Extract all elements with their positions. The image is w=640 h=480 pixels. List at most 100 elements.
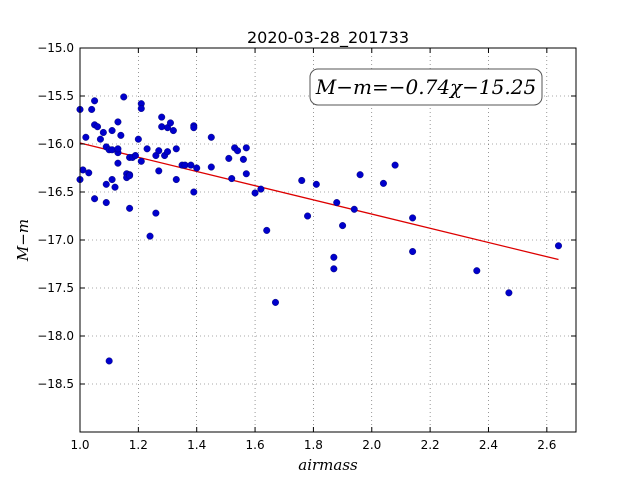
data-point: [207, 133, 215, 141]
data-point: [155, 167, 163, 175]
data-point: [166, 119, 174, 127]
data-point: [193, 164, 201, 172]
data-point: [350, 205, 358, 213]
y-tick-label: −17.0: [37, 233, 74, 247]
data-point: [228, 175, 236, 183]
data-point: [126, 204, 134, 212]
x-tick-label: 1.2: [129, 438, 148, 452]
data-point: [91, 97, 99, 105]
data-point: [169, 127, 177, 135]
data-point: [333, 199, 341, 207]
data-point: [108, 146, 116, 154]
data-point: [114, 145, 122, 153]
data-point: [108, 127, 116, 135]
data-point: [172, 176, 180, 184]
x-tick-label: 2.6: [537, 438, 556, 452]
data-point: [187, 161, 195, 169]
data-point: [271, 298, 279, 306]
data-point: [91, 195, 99, 203]
data-point: [111, 183, 119, 191]
data-point: [391, 161, 399, 169]
data-point: [134, 135, 142, 143]
x-tick-label: 1.6: [246, 438, 265, 452]
data-point: [137, 104, 145, 112]
data-point: [312, 180, 320, 188]
data-point: [82, 133, 90, 141]
data-point: [190, 124, 198, 132]
data-point: [155, 147, 163, 155]
y-tick-label: −15.5: [37, 89, 74, 103]
fit-line: [79, 142, 559, 261]
data-point: [146, 232, 154, 240]
data-point: [242, 144, 250, 152]
data-point: [207, 163, 215, 171]
data-point: [164, 148, 172, 156]
x-tick-label: 1.8: [304, 438, 323, 452]
fit-line-group: [79, 142, 559, 261]
data-point: [131, 152, 139, 160]
fit-equation: M−m=−0.74χ−15.25: [315, 75, 536, 99]
y-axis-label: M−m: [14, 219, 32, 262]
data-point: [117, 131, 125, 139]
data-point: [339, 222, 347, 230]
data-point: [152, 209, 160, 217]
data-point: [190, 188, 198, 196]
data-point: [94, 123, 102, 131]
data-point: [79, 166, 87, 174]
annotation-frame: [309, 68, 543, 106]
data-point: [251, 189, 259, 197]
x-tick-label: 2.0: [362, 438, 381, 452]
data-point: [102, 180, 110, 188]
data-point: [158, 123, 166, 131]
data-point: [356, 171, 364, 179]
data-point: [379, 179, 387, 187]
axis-ticks: 1.0 1.2 1.4 1.6 1.8 2.0 2.2 2.4 2.6 −15.0 −15.5 −16…: [37, 41, 576, 452]
x-tick-label: 2.4: [479, 438, 498, 452]
data-point: [120, 93, 128, 101]
data-point: [225, 154, 233, 162]
data-point: [263, 226, 271, 234]
data-point: [137, 157, 145, 165]
data-point: [257, 185, 265, 193]
data-point: [473, 267, 481, 275]
data-point: [330, 253, 338, 261]
x-axis-label: airmass: [298, 456, 358, 474]
data-point: [554, 242, 562, 250]
y-tick-label: −16.0: [37, 137, 74, 151]
y-tick-label: −18.5: [37, 377, 74, 391]
data-point: [99, 128, 107, 136]
data-point: [158, 113, 166, 121]
annotation-box: M−m=−0.74χ−15.25: [309, 68, 543, 106]
data-point: [304, 212, 312, 220]
data-point: [114, 118, 122, 126]
x-tick-label: 2.2: [421, 438, 440, 452]
x-tick-label: 1.0: [70, 438, 89, 452]
data-points: [76, 93, 562, 365]
y-tick-label: −18.0: [37, 329, 74, 343]
data-point: [234, 147, 242, 155]
data-point: [102, 199, 110, 207]
data-point: [96, 135, 104, 143]
data-point: [114, 159, 122, 167]
data-point: [105, 357, 113, 365]
data-point: [126, 172, 134, 180]
data-point: [409, 214, 417, 222]
x-tick-label: 1.4: [187, 438, 206, 452]
y-tick-label: −15.0: [37, 41, 74, 55]
data-point: [85, 169, 93, 177]
data-point: [242, 170, 250, 178]
data-point: [143, 145, 151, 153]
chart-title: 2020-03-28_201733: [247, 28, 409, 48]
data-point: [409, 248, 417, 256]
data-point: [172, 145, 180, 153]
data-point: [330, 265, 338, 273]
data-point: [505, 289, 513, 297]
data-point: [239, 155, 247, 163]
data-point: [181, 161, 189, 169]
data-point: [298, 176, 306, 184]
y-tick-label: −17.5: [37, 281, 74, 295]
data-point: [88, 105, 96, 113]
data-point: [108, 176, 116, 184]
y-tick-label: −16.5: [37, 185, 74, 199]
